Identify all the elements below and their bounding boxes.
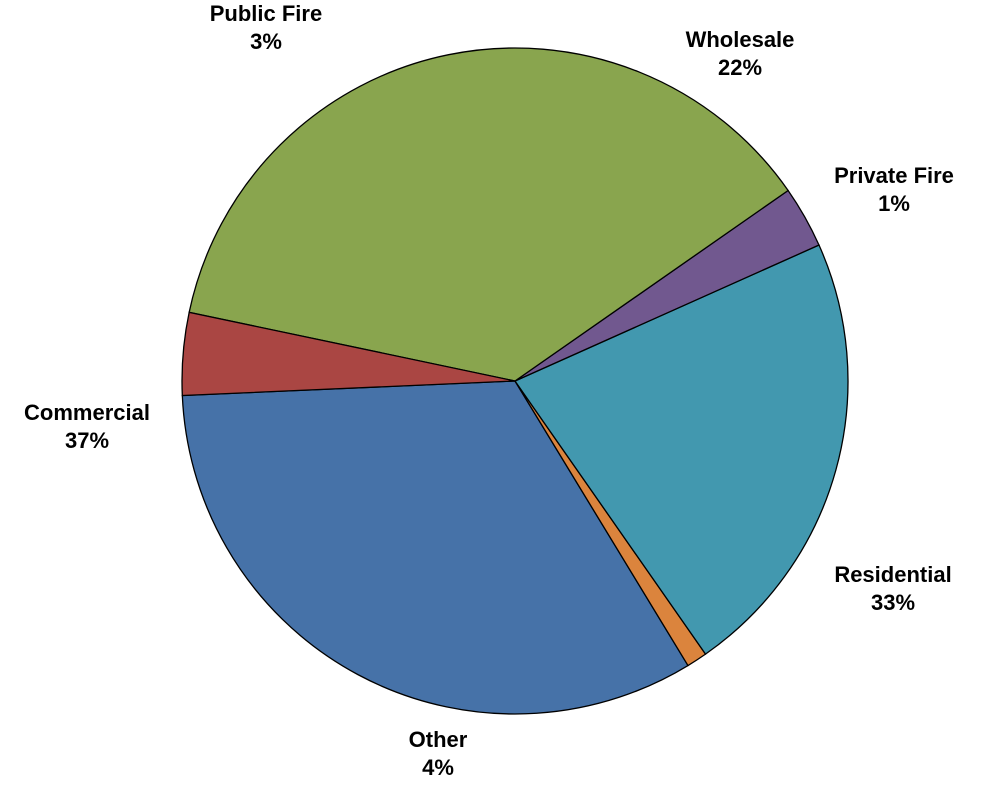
slice-percent-wholesale: 22% xyxy=(718,55,762,80)
slice-name-private-fire: Private Fire xyxy=(834,163,954,188)
pie-slice-other xyxy=(181,311,516,397)
slice-label-public-fire: Public Fire 3% xyxy=(210,1,322,54)
slice-percent-other: 4% xyxy=(422,755,454,780)
slice-name-wholesale: Wholesale xyxy=(686,27,795,52)
slice-label-private-fire: Private Fire 1% xyxy=(834,163,954,216)
slice-label-wholesale: Wholesale 22% xyxy=(686,27,795,80)
slice-percent-residential: 33% xyxy=(871,590,915,615)
slice-name-other: Other xyxy=(409,727,468,752)
slice-label-commercial: Commercial 37% xyxy=(24,400,150,453)
slice-name-public-fire: Public Fire xyxy=(210,1,322,26)
pie-slice-wholesale xyxy=(514,244,849,656)
pie-slice-residential xyxy=(181,380,689,715)
slice-name-commercial: Commercial xyxy=(24,400,150,425)
slice-percent-private-fire: 1% xyxy=(878,191,910,216)
slice-name-residential: Residential xyxy=(834,562,951,587)
slice-percent-public-fire: 3% xyxy=(250,29,282,54)
slice-label-other: Other 4% xyxy=(409,727,468,780)
pie-slice-commercial xyxy=(188,47,790,382)
slice-label-residential: Residential 33% xyxy=(834,562,951,615)
slice-percent-commercial: 37% xyxy=(65,428,109,453)
